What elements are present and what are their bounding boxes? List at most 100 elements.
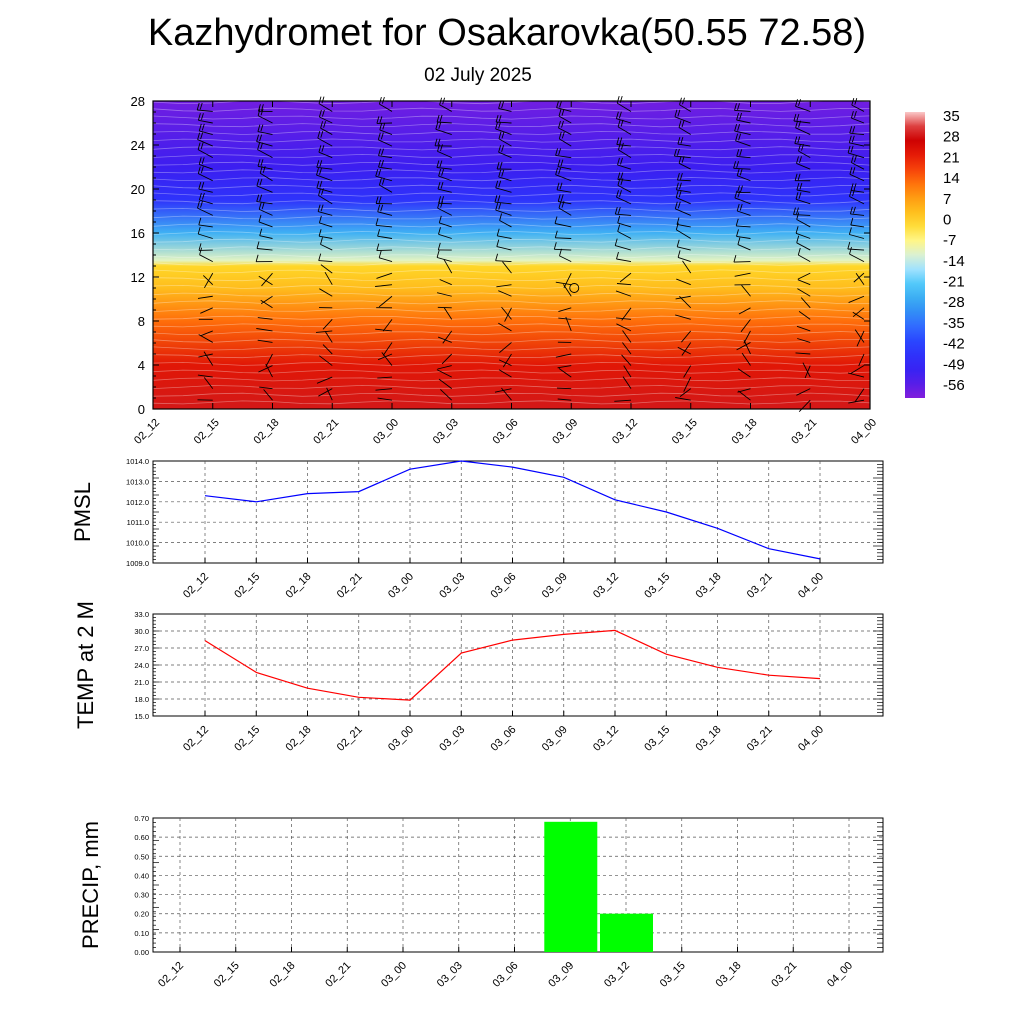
wind-barb — [501, 306, 512, 320]
wind-barb-flag — [795, 120, 799, 128]
wind-barb-flag — [316, 180, 320, 189]
wind-barb — [378, 166, 393, 170]
wind-barb-flag — [317, 204, 321, 212]
wind-barb-flag — [198, 217, 202, 226]
wind-barb-flag — [796, 156, 799, 164]
wind-barb-flag — [852, 167, 856, 174]
wind-barb — [679, 104, 691, 112]
y-tick-label: 0.00 — [134, 948, 149, 957]
wind-barb-flag — [554, 216, 558, 224]
x-tick-label: 03_00 — [386, 724, 416, 754]
wind-barb — [797, 279, 811, 286]
wind-barb-flag — [501, 101, 505, 109]
wind-barb-flag — [560, 159, 564, 167]
contour-line — [152, 315, 871, 320]
wind-barb-flag — [320, 237, 323, 245]
x-tick-label: 03_21 — [789, 417, 819, 447]
wind-barb-flag — [850, 183, 854, 191]
wind-barb-flag — [318, 145, 322, 153]
wind-barb — [847, 152, 865, 159]
wind-barb-flag — [381, 96, 385, 104]
wind-barb — [555, 237, 572, 239]
wind-barb-flag — [437, 138, 441, 146]
wind-barb-flag — [734, 123, 738, 132]
wind-barb — [496, 246, 512, 251]
wind-barb — [676, 197, 691, 205]
x-tick-label: 02_12 — [181, 724, 211, 754]
wind-barb — [436, 167, 452, 170]
wind-barb — [259, 386, 273, 390]
colorbar-label: -35 — [943, 315, 965, 332]
wind-barb — [257, 131, 273, 135]
wind-barb-flag — [794, 173, 798, 181]
wind-barb-flag — [257, 108, 261, 116]
wind-barb — [796, 189, 811, 193]
wind-barb — [736, 119, 751, 124]
y-tick-label: 24 — [131, 138, 145, 153]
wind-barbs — [196, 95, 865, 413]
wind-barb-flag — [678, 156, 682, 164]
x-tick-label: 03_03 — [435, 960, 465, 990]
x-tick-label: 03_21 — [769, 960, 799, 990]
wind-barb — [375, 175, 393, 182]
wind-barb-flag — [375, 169, 379, 177]
wind-barb-flag — [676, 239, 680, 247]
wind-barb-flag — [198, 192, 202, 201]
wind-barb — [621, 354, 632, 366]
wind-barb-flag — [381, 159, 384, 167]
wind-barb — [256, 141, 273, 147]
wind-barb-flag — [501, 145, 505, 152]
wind-barb — [679, 388, 692, 397]
wind-barb-flag — [736, 203, 740, 212]
wind-barb — [504, 307, 512, 322]
wind-barb-flag — [561, 108, 565, 116]
wind-barb — [259, 208, 273, 216]
wind-barb — [320, 243, 333, 251]
wind-barb — [675, 397, 691, 401]
wind-barb-flag — [852, 206, 856, 214]
wind-barb — [439, 222, 452, 228]
wind-barb — [558, 368, 572, 378]
wind-barb-flag — [438, 168, 442, 177]
wind-barb — [734, 197, 751, 205]
wind-barb-flag — [559, 248, 562, 257]
wind-barb — [326, 387, 333, 401]
wind-barb-flag — [439, 114, 443, 122]
y-tick-label: 33.0 — [134, 610, 149, 619]
y-tick-label: 0.40 — [134, 871, 149, 880]
wind-barb — [558, 127, 572, 135]
wind-barb — [555, 281, 572, 286]
wind-barb-flag — [797, 247, 801, 256]
wind-barb — [557, 365, 572, 369]
wind-barb — [798, 399, 811, 413]
precip-chart: 0.00 0.10 0.20 0.30 0.40 0.50 0.60 0.70 02_12 02_… — [78, 814, 884, 990]
wind-barb — [734, 109, 751, 112]
wind-barb-flag — [199, 247, 203, 255]
wind-barb-flag — [200, 200, 203, 208]
wind-barb-flag — [199, 102, 203, 110]
wind-barb — [797, 272, 811, 280]
wind-barb-flag — [498, 131, 502, 140]
wind-barb — [736, 235, 751, 239]
wind-barb-flag — [377, 132, 381, 140]
wind-barb — [495, 260, 512, 263]
wind-barb — [379, 184, 393, 193]
wind-barb-flag — [616, 251, 619, 260]
wind-barb — [437, 121, 452, 124]
precip-bar — [544, 821, 598, 952]
wind-barb-flag — [376, 116, 380, 124]
wind-barb-flag — [494, 195, 498, 203]
y-tick-label: 0.70 — [134, 814, 149, 823]
wind-barb-flag — [380, 204, 384, 212]
wind-barb — [617, 231, 632, 239]
y-tick-label: 1012.0 — [126, 498, 149, 507]
wind-barb-flag — [615, 111, 619, 119]
wind-barb-flag — [561, 131, 565, 139]
x-tick-label: 03_06 — [491, 417, 521, 447]
wind-barb — [256, 328, 273, 332]
wind-barb-flag — [201, 192, 205, 200]
contour-line — [152, 392, 871, 397]
wind-barb-flag — [680, 136, 684, 144]
wind-barb-flag — [501, 131, 505, 139]
wind-barb — [319, 116, 333, 124]
